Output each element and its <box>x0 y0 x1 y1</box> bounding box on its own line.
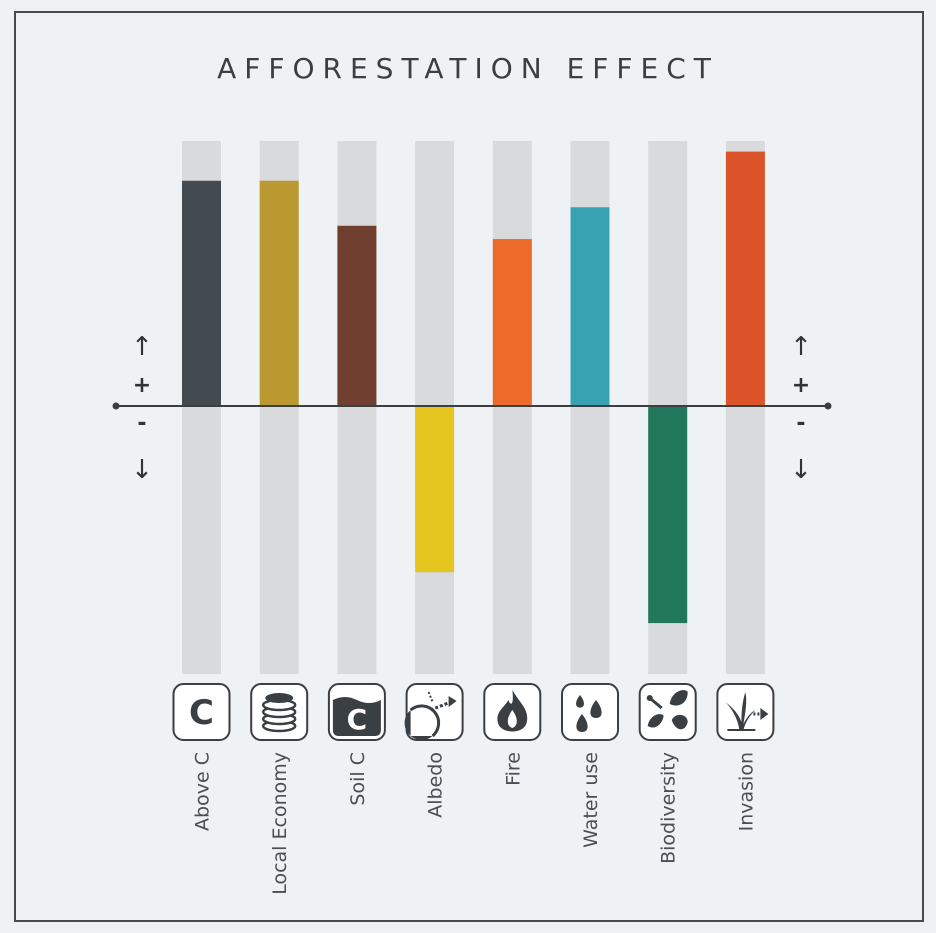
right-plus-sign: + <box>792 373 810 398</box>
right-up-arrow-icon: ↑ <box>790 332 812 362</box>
left-down-arrow-icon: ↓ <box>131 455 153 485</box>
left-plus-sign: + <box>133 373 151 398</box>
category-label-biodiversity: Biodiversity <box>658 752 680 864</box>
bar-albedo <box>415 406 455 573</box>
svg-text:C: C <box>189 693 214 733</box>
carbon-icon: C <box>172 683 231 741</box>
right-down-arrow-icon: ↓ <box>790 455 812 485</box>
bar-water-use <box>570 207 610 406</box>
category-label-water-use: Water use <box>580 752 602 848</box>
category-label-fire: Fire <box>502 752 524 786</box>
bar-local-economy <box>259 180 299 406</box>
bar-above-c <box>182 180 221 406</box>
albedo-icon <box>404 683 464 741</box>
baseline-left-dot <box>112 402 120 410</box>
svg-text:C: C <box>347 703 368 736</box>
biodiversity-icon <box>638 683 697 741</box>
chart-frame <box>14 11 924 922</box>
track-soil-c <box>337 141 377 674</box>
track-fire <box>492 141 532 674</box>
right-minus-sign: - <box>796 411 805 436</box>
bar-invasion <box>725 151 765 406</box>
bar-soil-c <box>337 225 377 406</box>
left-minus-sign: - <box>137 411 146 436</box>
left-up-arrow-icon: ↑ <box>131 332 153 362</box>
coins-icon <box>250 683 309 741</box>
bar-biodiversity <box>648 406 688 624</box>
fire-icon <box>483 683 542 741</box>
category-label-local-economy: Local Economy <box>269 752 291 895</box>
bar-fire <box>492 239 532 406</box>
invasion-icon <box>716 683 775 741</box>
category-label-soil-c: Soil C <box>347 752 369 806</box>
water-drops-icon <box>561 683 619 741</box>
chart-title: AFFORESTATION EFFECT <box>217 52 719 85</box>
category-label-albedo: Albedo <box>425 752 447 818</box>
soil-carbon-icon: C <box>327 683 386 741</box>
category-label-invasion: Invasion <box>735 752 757 831</box>
baseline-right-dot <box>824 402 832 410</box>
category-label-above-c: Above C <box>192 752 214 831</box>
